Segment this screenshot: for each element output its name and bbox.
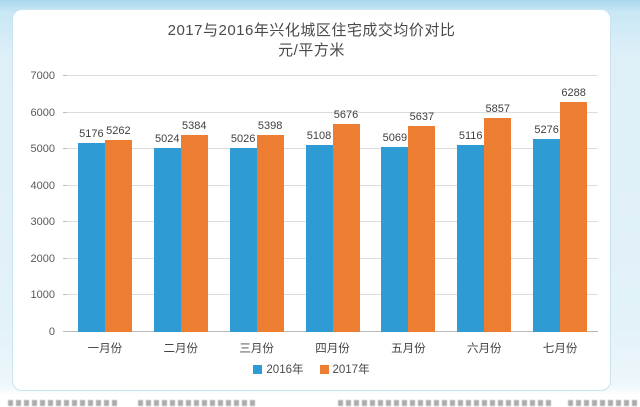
bar-value-label: 5026 xyxy=(230,133,256,146)
chart-title-block: 2017与2016年兴化城区住宅成交均价对比 元/平方米 xyxy=(13,21,610,61)
y-tick-label: 2000 xyxy=(30,252,55,265)
bar-group: 5026 5398 xyxy=(219,76,295,332)
y-axis-tick xyxy=(63,221,67,223)
bar-2016年: 5024 xyxy=(153,133,181,332)
text-smudge xyxy=(138,400,258,406)
y-axis-tick xyxy=(63,111,67,113)
y-tick-label: 5000 xyxy=(30,143,55,156)
x-category-label: 三月份 xyxy=(239,343,274,355)
x-category-label: 二月份 xyxy=(163,343,199,355)
bar-value-label: 5176 xyxy=(79,127,104,140)
y-tick-label: 3000 xyxy=(30,216,55,229)
x-category-label: 四月份 xyxy=(315,343,350,355)
bar-value-label: 5398 xyxy=(257,119,283,132)
bar-group: 5276 6288 xyxy=(522,76,598,332)
x-category-label: 一月份 xyxy=(87,343,123,355)
bar-2017年: 5857 xyxy=(484,103,512,332)
legend-item: 2016年 xyxy=(253,361,304,377)
y-axis-tick xyxy=(63,184,67,186)
y-tick-label: 0 xyxy=(48,326,55,338)
bar-value-label: 5108 xyxy=(306,130,332,143)
y-axis-tick xyxy=(63,257,67,259)
bar-2017年: 6288 xyxy=(560,87,588,332)
bar-2016年: 5276 xyxy=(533,124,561,332)
bar-group: 5176 5262 xyxy=(67,76,143,332)
bar-2017年: 5637 xyxy=(408,111,436,332)
legend-label: 2016年 xyxy=(266,364,304,376)
bar-2017年: 5262 xyxy=(104,125,132,332)
bar-2016年: 5176 xyxy=(77,128,105,332)
bar-value-label: 5116 xyxy=(458,129,483,142)
bar-group: 5116 5857 xyxy=(446,76,522,332)
gridline xyxy=(67,111,598,113)
text-smudge xyxy=(8,400,118,406)
x-category-label: 六月份 xyxy=(466,343,502,355)
legend-item: 2017年 xyxy=(319,361,370,377)
bar-value-label: 6288 xyxy=(561,87,586,100)
legend-label: 2017年 xyxy=(332,364,370,376)
y-axis-tick xyxy=(63,75,67,76)
y-axis-tick xyxy=(63,331,67,332)
gridline xyxy=(67,75,598,76)
bar-value-label: 5637 xyxy=(409,110,435,123)
x-category-label: 七月份 xyxy=(542,343,578,355)
bar-groups: 5176 5262 5024 5384 5026 5398 5108 5676 5069 5637… xyxy=(67,76,598,332)
cropped-text-line xyxy=(8,399,638,407)
bar-group: 5024 5384 xyxy=(143,76,219,332)
bar-2017年: 5398 xyxy=(256,120,284,332)
bar-value-label: 5024 xyxy=(155,133,180,146)
bar-2016年: 5116 xyxy=(457,130,485,332)
chart-subtitle: 元/平方米 xyxy=(278,42,345,59)
text-smudge xyxy=(568,400,638,406)
legend-swatch-icon xyxy=(319,364,329,374)
y-tick-label: 4000 xyxy=(30,179,55,192)
chart-title: 2017与2016年兴化城区住宅成交均价对比 xyxy=(167,22,456,39)
bar-2017年: 5384 xyxy=(180,120,208,332)
y-tick-label: 6000 xyxy=(30,106,55,119)
bar-value-label: 5262 xyxy=(106,124,131,137)
bar-2017年: 5676 xyxy=(332,109,360,332)
bar-value-label: 5069 xyxy=(382,131,408,144)
bar-value-label: 5676 xyxy=(333,109,359,122)
chart-card: 2017与2016年兴化城区住宅成交均价对比 元/平方米 0 1000 2000 30… xyxy=(12,9,611,391)
legend: 2016年 2017年 xyxy=(13,361,610,377)
text-smudge xyxy=(338,400,553,406)
y-axis: 0 1000 2000 3000 4000 5000 6000 7000 xyxy=(13,70,61,338)
bar-value-label: 5857 xyxy=(485,102,510,115)
x-axis-labels: 一月份 二月份 三月份 四月份 五月份 六月份 七月份 xyxy=(67,340,598,356)
bar-2016年: 5069 xyxy=(381,132,409,332)
y-tick-label: 1000 xyxy=(30,289,55,302)
bar-2016年: 5026 xyxy=(229,133,257,332)
y-axis-tick xyxy=(63,294,67,296)
bar-value-label: 5276 xyxy=(534,124,559,137)
bar-group: 5069 5637 xyxy=(370,76,446,332)
bar-group: 5108 5676 xyxy=(295,76,371,332)
legend-swatch-icon xyxy=(253,364,263,374)
plot-area: 5176 5262 5024 5384 5026 5398 5108 5676 5069 5637… xyxy=(63,75,598,332)
bar-value-label: 5384 xyxy=(182,120,207,133)
y-axis-tick xyxy=(63,148,67,150)
bar-2016年: 5108 xyxy=(305,130,333,332)
x-category-label: 五月份 xyxy=(391,343,426,355)
y-tick-label: 7000 xyxy=(30,70,55,82)
